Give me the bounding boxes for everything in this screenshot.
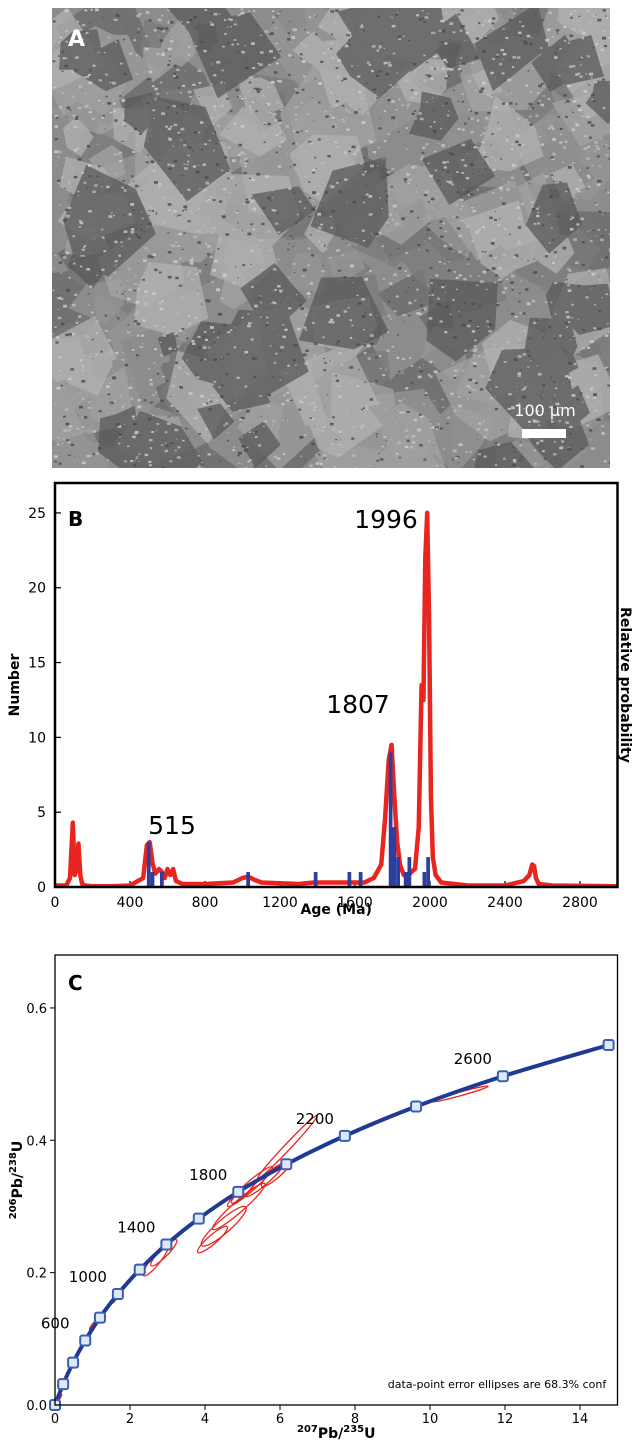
- age-marker: [79, 1334, 92, 1347]
- x-tick-label: 1200: [262, 895, 298, 911]
- age-marker: [160, 1238, 173, 1251]
- age-marker: [338, 1129, 351, 1142]
- age-marker: [133, 1263, 146, 1276]
- scale-bar: [522, 429, 566, 438]
- x-tick-label: 1600: [337, 895, 373, 911]
- age-marker: [57, 1378, 70, 1391]
- y-tick-label: 0: [37, 880, 46, 896]
- x-tick-label: 14: [572, 1412, 589, 1427]
- x-tick-label: 2: [126, 1412, 134, 1427]
- y-tick-label: 20: [28, 581, 46, 597]
- y-tick-label: 5: [37, 805, 46, 821]
- label-part: Pb/: [10, 1172, 26, 1198]
- y-tick-label: 15: [28, 656, 46, 672]
- histogram-bar: [407, 857, 412, 887]
- plot-frame: [54, 954, 619, 1406]
- x-tick-label: 2800: [562, 895, 598, 911]
- y2-axis-label: Relative probability: [617, 607, 633, 763]
- x-tick-label: 400: [117, 895, 144, 911]
- peak-annotation: 1996: [354, 505, 418, 534]
- x-tick-label: 0: [51, 895, 60, 911]
- age-label: 2600: [454, 1050, 492, 1068]
- peak-annotation: 515: [148, 811, 196, 840]
- label-part: Pb/: [318, 1426, 344, 1442]
- panel-label: A: [68, 27, 85, 52]
- x-tick-label: 4: [201, 1412, 209, 1427]
- x-tick-label: 8: [351, 1412, 359, 1427]
- y-tick-label: 0.0: [26, 1399, 47, 1414]
- y-tick-label: 10: [28, 730, 46, 746]
- peak-annotation: 1807: [326, 690, 390, 719]
- x-tick-label: 800: [192, 895, 219, 911]
- label-superscript: 238: [8, 1152, 19, 1173]
- error-ellipse: [200, 1205, 247, 1247]
- age-label: 1800: [189, 1166, 227, 1184]
- x-tick-label: 10: [422, 1412, 439, 1427]
- x-tick-label: 12: [497, 1412, 514, 1427]
- x-tick-label: 6: [276, 1412, 284, 1427]
- x-tick-label: 0: [51, 1412, 59, 1427]
- note: data-point error ellipses are 68.3% conf: [388, 1378, 608, 1391]
- age-label: 1400: [117, 1218, 155, 1236]
- age-label: 2200: [296, 1110, 334, 1128]
- label-superscript: 235: [343, 1424, 364, 1435]
- y-axis-label: 206Pb/238U: [8, 1141, 26, 1220]
- x-tick-label: 2000: [412, 895, 448, 911]
- x-tick-label: 2400: [487, 895, 523, 911]
- y-tick-label: 0.4: [26, 1134, 47, 1149]
- histogram-bar: [422, 872, 427, 887]
- sem-image: [52, 8, 610, 468]
- age-label: 1000: [69, 1268, 107, 1286]
- error-ellipse: [226, 1166, 274, 1208]
- histogram-bar: [396, 857, 400, 887]
- x-axis-label: Age (Ma): [301, 902, 372, 918]
- age-marker: [602, 1039, 615, 1051]
- panel-label: B: [68, 507, 83, 531]
- error-ellipse: [196, 1225, 229, 1254]
- panel-label: C: [68, 971, 83, 995]
- age-marker: [410, 1100, 423, 1113]
- y-axis-label: Number: [7, 654, 23, 717]
- error-ellipse: [431, 1085, 489, 1103]
- histogram-bar: [403, 872, 408, 887]
- label-part: U: [364, 1426, 375, 1442]
- age-marker: [232, 1185, 245, 1198]
- label-superscript: 206: [8, 1198, 19, 1219]
- histogram-bar: [347, 872, 352, 887]
- histogram-bar: [313, 872, 318, 887]
- histogram-bar: [392, 827, 397, 887]
- histogram-bar: [358, 872, 363, 887]
- grain: [59, 8, 610, 468]
- age-marker: [67, 1356, 80, 1369]
- histogram-bar: [150, 872, 155, 887]
- histogram-bar: [160, 872, 164, 887]
- label-part: U: [10, 1141, 26, 1152]
- age-marker: [280, 1158, 293, 1171]
- scale-bar-label: 100 µm: [514, 401, 575, 420]
- label-superscript: 207: [297, 1424, 318, 1435]
- histogram-bar: [146, 842, 151, 887]
- x-axis-label: 207Pb/235U: [297, 1424, 376, 1442]
- y-tick-label: 25: [28, 506, 46, 522]
- plot-frame: [53, 481, 619, 889]
- histogram-bar: [388, 752, 393, 887]
- histogram-bar: [426, 857, 430, 887]
- histogram-bar: [246, 872, 250, 887]
- age-marker: [496, 1070, 509, 1083]
- age-marker: [192, 1212, 205, 1225]
- age-marker: [93, 1311, 106, 1324]
- y-tick-label: 0.2: [26, 1267, 47, 1282]
- age-marker: [111, 1287, 124, 1300]
- y-tick-label: 0.6: [26, 1002, 47, 1017]
